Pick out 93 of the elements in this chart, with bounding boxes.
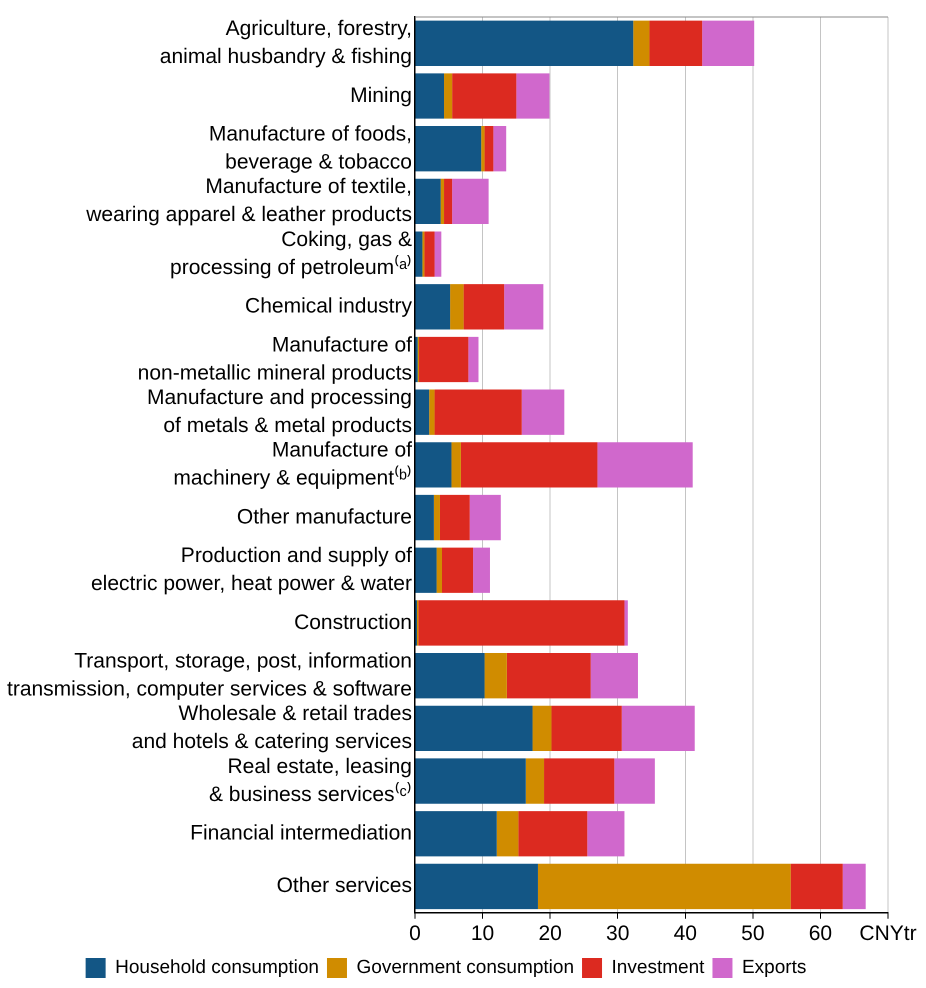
y-tick-label: Financial intermediation bbox=[190, 822, 412, 845]
bar bbox=[415, 284, 450, 330]
bar bbox=[415, 73, 444, 119]
bar bbox=[484, 653, 507, 698]
bar bbox=[624, 600, 628, 646]
bar bbox=[434, 494, 440, 540]
bar bbox=[436, 548, 442, 593]
bar bbox=[451, 442, 461, 488]
bar bbox=[415, 548, 437, 593]
y-tick-label: Wholesale & retail trades and hotels & catering services bbox=[132, 702, 412, 754]
bar bbox=[538, 864, 791, 910]
bar bbox=[544, 758, 614, 804]
y-tick-label: Chemical industry bbox=[245, 294, 412, 318]
legend-label: Investment bbox=[612, 957, 706, 978]
y-tick-label: Real estate, leasing & business services⁽ᶜ⁾ bbox=[208, 754, 412, 806]
bar bbox=[415, 758, 526, 804]
bar bbox=[504, 284, 544, 330]
legend-label: Household consumption bbox=[115, 957, 319, 978]
legend-label: Government consumption bbox=[356, 957, 574, 978]
bar bbox=[702, 20, 754, 66]
bar bbox=[415, 20, 634, 66]
bar bbox=[516, 73, 550, 119]
bar bbox=[415, 494, 434, 540]
bar bbox=[842, 864, 866, 910]
bar bbox=[440, 178, 444, 224]
bar bbox=[434, 390, 522, 435]
y-tick-label: Manufacture of foods, beverage & tobacco bbox=[208, 122, 412, 174]
bar bbox=[415, 336, 418, 382]
bar bbox=[415, 653, 485, 698]
bar bbox=[470, 494, 501, 540]
y-tick-label: Manufacture of machinery & equipment⁽ᵇ⁾ bbox=[173, 438, 412, 490]
bar bbox=[415, 442, 452, 488]
bar bbox=[649, 20, 702, 66]
bar bbox=[415, 231, 422, 277]
bar bbox=[484, 126, 494, 172]
bar bbox=[526, 758, 544, 804]
bar bbox=[444, 73, 452, 119]
bar bbox=[442, 548, 474, 593]
y-tick-label: Manufacture and processing of metals & metal products bbox=[146, 386, 412, 437]
bar bbox=[506, 653, 591, 698]
y-tick-label: Transport, storage, post, information transmission, computer services & software bbox=[7, 650, 412, 700]
y-tick-label: Other services bbox=[276, 874, 412, 898]
bar bbox=[614, 758, 655, 804]
y-tick-label: Agriculture, forestry, animal husbandry & fishing bbox=[160, 17, 412, 68]
bar bbox=[415, 126, 482, 172]
x-tick-label: CNYtr bbox=[859, 922, 917, 946]
bar bbox=[440, 494, 470, 540]
x-tick-label: 0 bbox=[409, 922, 421, 946]
bar bbox=[415, 864, 538, 910]
bar bbox=[473, 548, 490, 593]
bar bbox=[415, 706, 533, 752]
bar bbox=[415, 178, 441, 224]
y-tick-label: Production and supply of electric power, heat power & water bbox=[90, 544, 412, 596]
x-tick-label: 20 bbox=[538, 922, 562, 946]
x-tick-label: 40 bbox=[674, 922, 697, 946]
legend-label: Exports bbox=[742, 957, 806, 978]
bar bbox=[415, 811, 497, 856]
bar bbox=[452, 178, 489, 224]
y-tick-label: Manufacture of textile, wearing apparel & leather products bbox=[85, 175, 412, 226]
bar bbox=[468, 336, 478, 382]
bar bbox=[532, 706, 552, 752]
x-tick-label: 30 bbox=[606, 922, 630, 946]
bar bbox=[464, 284, 504, 330]
y-tick-label: Other manufacture bbox=[236, 505, 412, 528]
bar bbox=[460, 442, 598, 488]
bar bbox=[424, 231, 435, 277]
bar bbox=[633, 20, 650, 66]
y-tick-label: Mining bbox=[350, 84, 412, 107]
bar bbox=[429, 390, 435, 435]
bar bbox=[444, 178, 452, 224]
bar bbox=[450, 284, 464, 330]
bar bbox=[415, 390, 430, 435]
y-tick-label: Construction bbox=[294, 610, 412, 634]
bar bbox=[590, 653, 638, 698]
bar bbox=[434, 231, 442, 277]
bar bbox=[522, 390, 564, 435]
bar bbox=[597, 442, 693, 488]
bar bbox=[790, 864, 843, 910]
bar bbox=[481, 126, 485, 172]
bar bbox=[452, 73, 516, 119]
y-tick-label: Manufacture of non-metallic mineral products bbox=[138, 333, 412, 384]
x-tick-label: 10 bbox=[470, 922, 494, 946]
x-tick-label: 50 bbox=[741, 922, 765, 946]
bar bbox=[419, 336, 468, 382]
bar bbox=[493, 126, 506, 172]
bar bbox=[418, 600, 624, 646]
bar bbox=[551, 706, 622, 752]
bar bbox=[587, 811, 624, 856]
bar bbox=[622, 706, 695, 752]
x-tick-label: 60 bbox=[808, 922, 832, 946]
bar bbox=[518, 811, 588, 856]
y-tick-label: Coking, gas & processing of petroleum⁽ᵃ⁾ bbox=[170, 228, 412, 279]
bar bbox=[496, 811, 518, 856]
